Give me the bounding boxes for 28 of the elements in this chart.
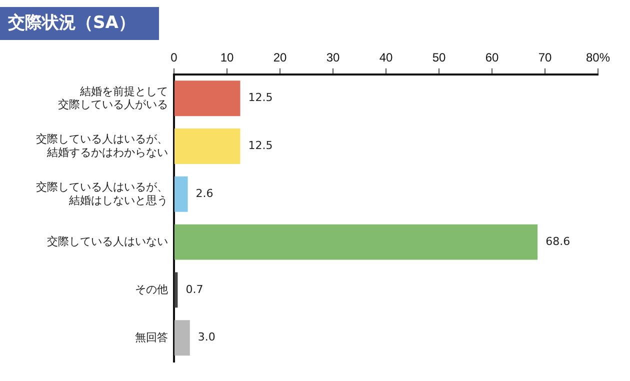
data-label: 3.0	[198, 330, 216, 344]
x-tick-label: 50	[432, 50, 446, 65]
x-tick-label: 10	[220, 50, 234, 65]
x-tick-label: 70	[538, 50, 552, 65]
y-tick-label: 交際している人はいるが、結婚するかはわからない	[36, 132, 168, 159]
bar	[174, 176, 188, 212]
bar	[174, 272, 178, 308]
data-label: 12.5	[248, 139, 273, 152]
x-tick-label: 80%	[586, 50, 610, 65]
x-tick-label: 60	[485, 50, 499, 65]
data-label: 68.6	[546, 234, 570, 248]
data-label: 2.6	[196, 187, 214, 200]
y-tick-label: その他	[135, 284, 168, 296]
y-tick-label: 交際している人はいない	[47, 235, 168, 248]
bar	[174, 80, 240, 116]
x-tick-label: 40	[379, 50, 393, 65]
y-tick-label: 結婚を前提として交際している人がいる	[58, 86, 168, 111]
data-label: 0.7	[186, 282, 204, 296]
y-tick-label: 交際している人はいるが、結婚はしないと思う	[36, 180, 168, 207]
bar	[174, 128, 240, 164]
x-tick-label: 0	[170, 50, 178, 65]
chart-title: 交際状況（SA）	[0, 7, 160, 40]
bar	[174, 320, 190, 356]
y-tick-label: 無回答	[135, 332, 168, 344]
data-label: 12.5	[248, 91, 273, 104]
bar	[174, 224, 538, 260]
x-tick-label: 20	[273, 50, 287, 65]
x-tick-label: 30	[326, 50, 340, 65]
